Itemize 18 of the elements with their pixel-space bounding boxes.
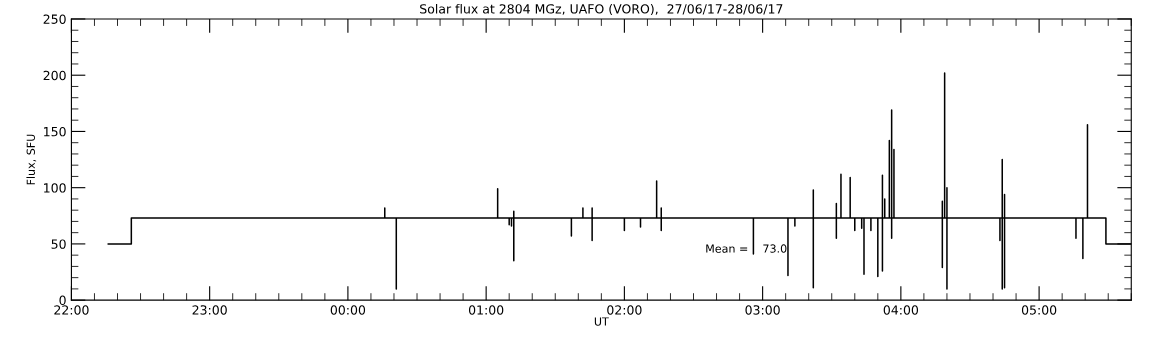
y-tick-label: 50 bbox=[51, 239, 66, 249]
x-tick-label: 03:00 bbox=[745, 305, 780, 315]
y-tick-label: 250 bbox=[43, 14, 66, 24]
x-tick-label: 05:00 bbox=[1021, 305, 1057, 315]
x-tick-label: 00:00 bbox=[330, 305, 366, 315]
x-tick-label: 23:00 bbox=[192, 305, 227, 315]
x-axis-title: UT bbox=[594, 317, 609, 326]
y-tick-label: 100 bbox=[44, 183, 66, 193]
x-tick-label: 02:00 bbox=[607, 305, 642, 315]
y-tick-label: 200 bbox=[43, 70, 66, 81]
x-tick-label: 22:00 bbox=[54, 305, 89, 315]
x-tick-label: 01:00 bbox=[468, 305, 504, 315]
y-axis-title: Flux, SFU bbox=[26, 134, 37, 185]
y-tick-label: 150 bbox=[44, 126, 66, 137]
chart-title: Solar flux at 2804 MGz, UAFO (VORO), 27/06/17-28/06/17 bbox=[420, 3, 783, 16]
y-tick-label: 0 bbox=[59, 295, 66, 306]
x-tick-label: 04:00 bbox=[883, 305, 919, 315]
annotation: Mean = 73.0 bbox=[706, 244, 787, 253]
